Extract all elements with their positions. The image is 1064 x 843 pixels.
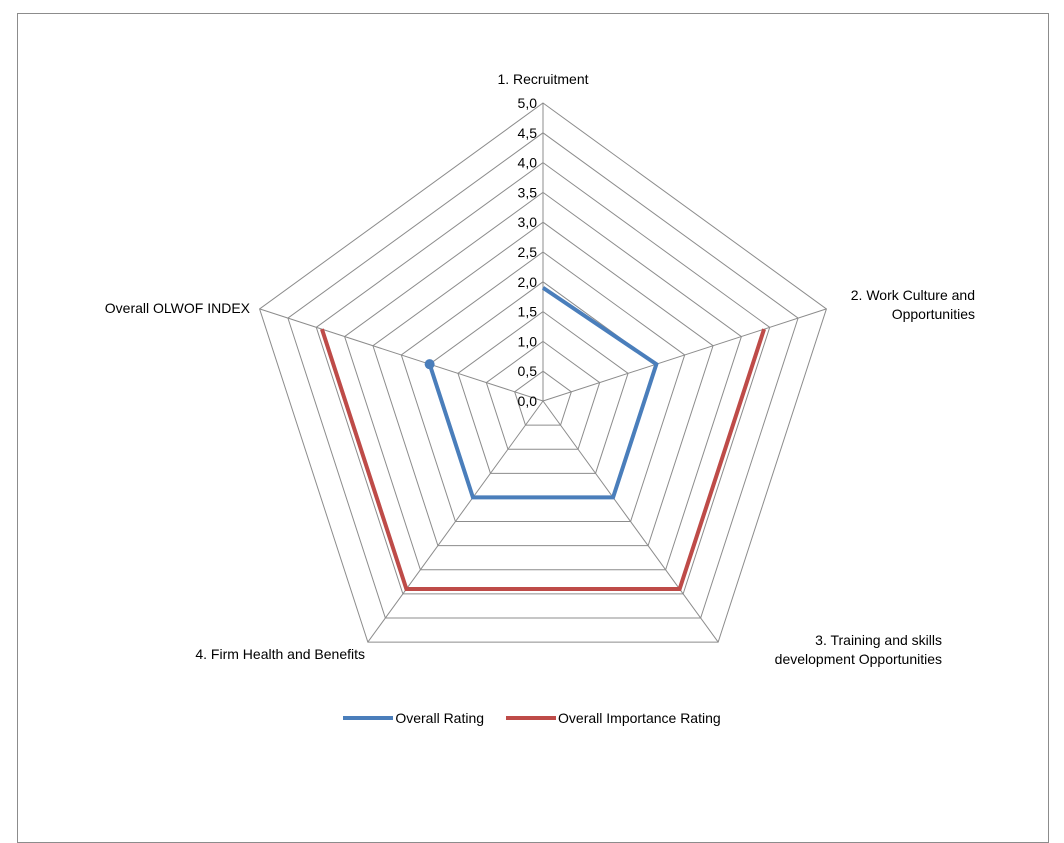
category-label: Overall OLWOF INDEX: [105, 300, 251, 316]
grid-spoke: [259, 308, 544, 402]
category-label-line: development Opportunities: [775, 651, 942, 667]
tick-label: 0,0: [518, 393, 538, 409]
tick-label: 3,0: [518, 214, 538, 230]
legend: Overall Rating Overall Importance Rating: [0, 710, 1064, 726]
category-label-line: Overall OLWOF INDEX: [105, 300, 251, 316]
tick-label: 1,0: [518, 333, 538, 349]
category-label: 2. Work Culture and Opportunities: [851, 287, 975, 322]
radar-category-labels: 1. Recruitment 2. Work Culture and Opportu…: [105, 71, 975, 667]
radar-tick-labels: 0,0 0,5 1,0 1,5 2,0 2,5 3,0 3,5 4,0 4,5 5,0: [518, 95, 538, 409]
tick-label: 3,5: [518, 184, 538, 200]
tick-label: 1,5: [518, 304, 538, 320]
category-label-line: Opportunities: [892, 306, 975, 322]
series-line-1: [320, 328, 766, 592]
legend-swatch-overall-importance-rating: [506, 716, 557, 720]
tick-label: 4,5: [518, 125, 538, 141]
grid-ring: [514, 370, 572, 426]
grid-ring: [485, 340, 601, 450]
series-line-0: [427, 286, 659, 500]
category-label: 3. Training and skills development Opport…: [775, 632, 942, 667]
category-label-line: 1. Recruitment: [497, 71, 588, 87]
grid-spoke: [542, 400, 719, 643]
legend-item-overall-rating: Overall Rating: [343, 710, 484, 726]
legend-swatch-overall-rating: [343, 716, 394, 720]
grid-ring: [258, 102, 828, 643]
radar-grid: [258, 102, 828, 643]
grid-ring: [372, 221, 714, 547]
grid-ring: [315, 161, 771, 595]
category-label-line: 3. Training and skills: [815, 632, 942, 648]
tick-label: 0,5: [518, 363, 538, 379]
tick-label: 2,0: [518, 274, 538, 290]
legend-item-overall-importance-rating: Overall Importance Rating: [506, 710, 721, 726]
radar-series: [320, 286, 766, 592]
grid-spoke: [367, 400, 544, 643]
tick-label: 5,0: [518, 95, 538, 111]
series-marker-0: [424, 359, 435, 370]
grid-spoke: [542, 308, 827, 402]
grid-ring: [457, 310, 629, 474]
legend-label-overall-rating: Overall Rating: [395, 710, 485, 726]
grid-ring: [344, 191, 742, 571]
category-label: 1. Recruitment: [497, 71, 588, 87]
tick-label: 2,5: [518, 244, 538, 260]
grid-ring: [400, 251, 686, 523]
tick-label: 4,0: [518, 155, 538, 171]
legend-label-overall-importance-rating: Overall Importance Rating: [558, 710, 721, 726]
category-label-line: 2. Work Culture and: [851, 287, 975, 303]
category-label: 4. Firm Health and Benefits: [195, 646, 365, 662]
grid-ring: [287, 132, 799, 619]
chart-frame: [17, 13, 1049, 843]
category-label-line: 4. Firm Health and Benefits: [195, 646, 365, 662]
